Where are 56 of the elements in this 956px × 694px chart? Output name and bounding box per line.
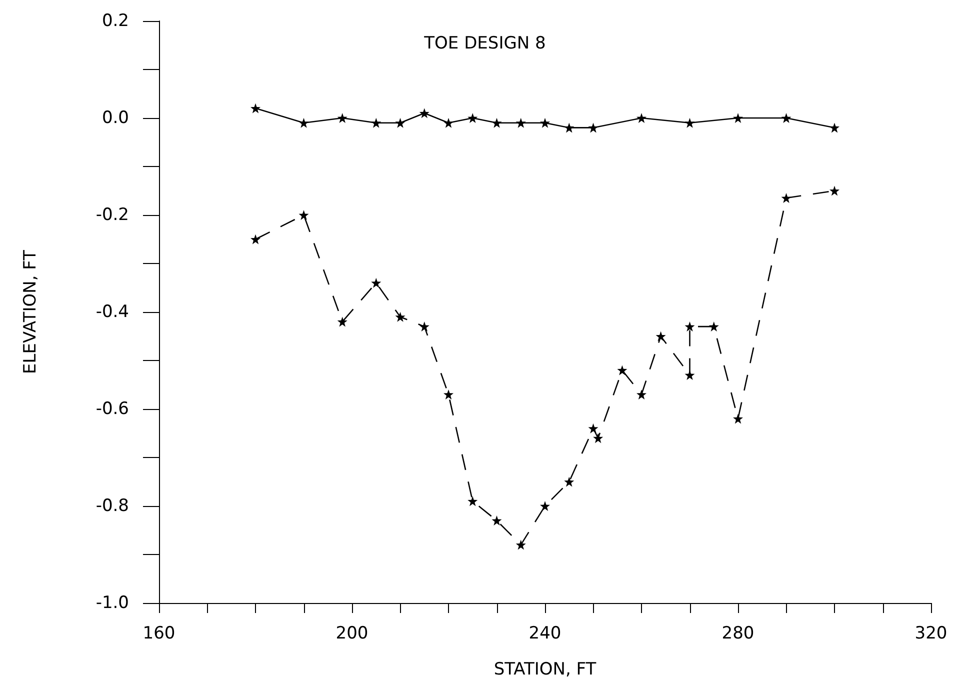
point — [298, 118, 309, 128]
x-tick-label: 280 — [722, 624, 754, 644]
point — [564, 476, 574, 487]
point — [337, 113, 348, 123]
x-axis-title: STATION, FT — [494, 660, 597, 680]
y-tick-label: -0.4 — [96, 302, 129, 322]
y-tick-label: -0.6 — [96, 399, 129, 419]
point — [492, 118, 502, 128]
point — [395, 312, 406, 322]
point — [684, 118, 695, 128]
point — [516, 540, 526, 550]
point — [636, 389, 646, 400]
y-tick-label: -0.8 — [96, 496, 129, 516]
point — [468, 496, 478, 506]
x-tick-label: 160 — [142, 624, 176, 644]
point — [395, 118, 406, 128]
point — [656, 331, 666, 342]
y-tick-label: -1.0 — [96, 593, 129, 613]
point — [492, 516, 502, 526]
point — [337, 316, 348, 327]
point — [684, 322, 695, 332]
point — [250, 103, 260, 114]
point — [593, 433, 604, 444]
text: TOE DESIGN 8 — [423, 34, 546, 54]
point — [684, 370, 695, 380]
x-tick-label: 240 — [528, 624, 562, 644]
point — [636, 113, 646, 123]
point — [588, 423, 598, 434]
point — [540, 501, 550, 511]
point — [733, 414, 743, 424]
point — [298, 210, 309, 220]
point — [371, 278, 382, 288]
point — [617, 365, 628, 376]
point — [468, 113, 478, 123]
y-tick-label: 0.0 — [102, 108, 129, 128]
point — [250, 234, 260, 244]
point — [830, 122, 840, 133]
x-tick-label: 320 — [914, 624, 948, 644]
y-tick-label: 0.2 — [102, 11, 129, 31]
point — [419, 108, 430, 118]
y-axis-title: ELEVATION, FT — [20, 249, 40, 374]
point — [781, 113, 792, 123]
point — [588, 122, 598, 133]
point — [540, 118, 550, 128]
point — [419, 322, 430, 332]
point — [708, 322, 719, 332]
point — [564, 122, 574, 133]
x-tick-label: 200 — [336, 624, 368, 644]
point — [444, 118, 454, 128]
y-tick-label: -0.2 — [96, 205, 129, 225]
point — [516, 118, 526, 128]
point — [371, 118, 382, 128]
point — [733, 113, 743, 123]
point — [830, 186, 840, 196]
point — [444, 389, 454, 400]
point — [781, 193, 792, 204]
